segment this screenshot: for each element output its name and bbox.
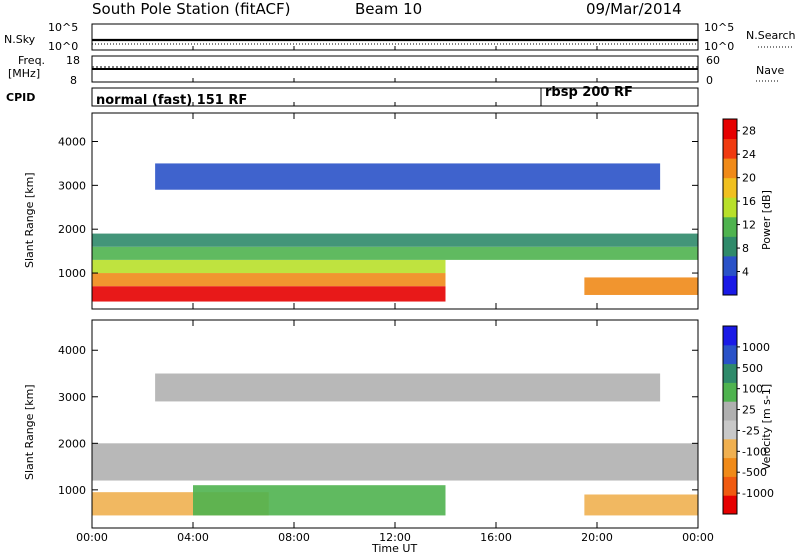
power-colorbar-label-0: 4 xyxy=(742,266,749,279)
power-band-0 xyxy=(92,286,446,302)
velocity-band-1 xyxy=(193,485,446,516)
time-tick-label-4: 16:00 xyxy=(480,531,512,544)
velocity-colorbar-label-7: -1000 xyxy=(742,487,774,500)
velocity-colorbar-swatch-6 xyxy=(723,382,737,402)
power-colorbar-swatch-1 xyxy=(723,255,737,276)
velocity-ticks: 1000 2000 3000 4000 xyxy=(58,320,699,528)
velocity-ytick-label-0: 1000 xyxy=(58,484,86,497)
velocity-band-2 xyxy=(92,443,698,481)
station-title: South Pole Station (fitACF) xyxy=(92,0,290,18)
power-band-5 xyxy=(155,163,661,190)
time-tick-label-6: 00:00 xyxy=(682,531,714,544)
velocity-ytick-label-2: 3000 xyxy=(58,391,86,404)
freq-right-tick-top: 60 xyxy=(706,54,720,67)
power-band-4 xyxy=(92,233,698,247)
velocity-colorbar-label-4: -25 xyxy=(742,424,760,437)
beam-title: Beam 10 xyxy=(355,0,422,18)
power-colorbar-swatch-4 xyxy=(723,197,737,218)
power-colorbar-swatch-5 xyxy=(723,177,737,198)
power-panel: 1000 2000 3000 4000 Slant Range [km] 4 8 12 16… xyxy=(23,112,773,310)
power-band-1 xyxy=(92,273,446,287)
freq-left-tick-bottom: 8 xyxy=(70,74,77,87)
power-colorbar-label-6: 28 xyxy=(742,125,756,138)
power-band-2 xyxy=(92,259,446,274)
time-tick-label-1: 04:00 xyxy=(177,531,209,544)
noise-sky-label: N.Sky xyxy=(4,33,36,46)
cpid-label: CPID xyxy=(6,91,35,104)
velocity-ylabel: Slant Range [km] xyxy=(23,384,36,480)
power-colorbar: 4 8 12 16 20 24 28 xyxy=(722,118,756,296)
power-ytick-label-1: 2000 xyxy=(58,223,86,236)
power-colorbar-label-1: 8 xyxy=(742,242,749,255)
time-xlabel: Time UT xyxy=(371,542,417,554)
power-ticks: 1000 2000 3000 4000 xyxy=(58,113,699,309)
freq-left-tick-top: 18 xyxy=(66,54,80,67)
power-band-3 xyxy=(92,246,698,260)
velocity-ytick-label-1: 2000 xyxy=(58,437,86,450)
velocity-colorbar-label-0: 1000 xyxy=(742,341,770,354)
velocity-marks xyxy=(92,373,698,516)
power-colorbar-label-4: 20 xyxy=(742,172,756,185)
time-tick-label-0: 00:00 xyxy=(76,531,108,544)
freq-label-1: Freq. xyxy=(18,54,45,67)
noise-right-tick-bottom: 10^0 xyxy=(704,40,734,53)
power-ytick-label-3: 4000 xyxy=(58,136,86,149)
power-band-6 xyxy=(584,277,698,295)
velocity-band-3 xyxy=(155,373,661,402)
velocity-colorbar-label-6: -500 xyxy=(742,466,767,479)
power-ylabel: Slant Range [km] xyxy=(23,172,36,268)
power-colorbar-swatch-6 xyxy=(723,158,737,179)
velocity-colorbar: 1000 500 100 25 -25 -100 -500 -1000 xyxy=(722,325,774,515)
velocity-colorbar-swatch-1 xyxy=(723,476,737,496)
freq-right-tick-bottom: 0 xyxy=(706,74,713,87)
velocity-colorbar-swatch-7 xyxy=(723,363,737,383)
noise-left-tick-top: 10^5 xyxy=(48,21,78,34)
velocity-colorbar-label-3: 25 xyxy=(742,404,756,417)
cpid-mode-1: normal (fast) 151 RF xyxy=(96,93,247,108)
velocity-colorbar-swatch-8 xyxy=(723,344,737,365)
velocity-colorbar-label-2: 100 xyxy=(742,383,763,396)
power-marks xyxy=(92,163,698,302)
power-colorbar-label: Power [dB] xyxy=(760,190,773,250)
velocity-colorbar-swatch-3 xyxy=(723,438,737,459)
power-colorbar-frame xyxy=(722,118,738,296)
velocity-ytick-label-3: 4000 xyxy=(58,344,86,357)
velocity-colorbar-frame xyxy=(722,325,738,515)
power-colorbar-label-5: 24 xyxy=(742,148,756,161)
freq-panel: Freq. [MHz] 18 8 60 0 Nave xyxy=(8,54,784,87)
cpid-mode-2: rbsp 200 RF xyxy=(545,85,633,100)
velocity-colorbar-swatch-2 xyxy=(723,457,737,477)
power-colorbar-label-2: 12 xyxy=(742,219,756,232)
velocity-colorbar-label: Velocity [m s-1] xyxy=(760,384,773,470)
freq-label-2: [MHz] xyxy=(8,67,40,80)
time-tick-label-3: 12:00 xyxy=(379,531,411,544)
velocity-colorbar-swatch-9 xyxy=(723,326,737,346)
velocity-colorbar-label-1: 500 xyxy=(742,362,763,375)
power-colorbar-swatch-0 xyxy=(723,275,737,296)
power-colorbar-label-3: 16 xyxy=(742,195,756,208)
power-ytick-label-0: 1000 xyxy=(58,267,86,280)
velocity-colorbar-swatch-4 xyxy=(723,420,737,440)
nave-label: Nave xyxy=(756,64,784,77)
velocity-band-4 xyxy=(584,494,698,516)
velocity-panel: 1000 2000 3000 4000 Slant Range [km] 1000 50… xyxy=(23,319,774,529)
time-tick-label-2: 08:00 xyxy=(278,531,310,544)
noise-panel: N.Sky 10^5 10^0 10^5 10^0 N.Search xyxy=(4,21,796,53)
cpid-panel: CPID normal (fast) 151 RF rbsp 200 RF xyxy=(6,85,699,108)
noise-search-label: N.Search xyxy=(746,29,796,42)
power-colorbar-swatch-3 xyxy=(723,216,737,237)
time-axis: 00:00 04:00 08:00 12:00 16:00 20:00 00:00 xyxy=(76,46,714,544)
time-tick-label-5: 20:00 xyxy=(581,531,613,544)
velocity-colorbar-swatch-5 xyxy=(723,401,737,421)
power-colorbar-swatch-7 xyxy=(723,138,737,159)
date-title: 09/Mar/2014 xyxy=(586,0,682,18)
velocity-colorbar-swatch-0 xyxy=(723,495,737,515)
noise-right-tick-top: 10^5 xyxy=(704,21,734,34)
power-colorbar-swatch-8 xyxy=(723,119,737,140)
velocity-colorbar-label-5: -100 xyxy=(742,445,767,458)
power-colorbar-swatch-2 xyxy=(723,236,737,257)
power-ytick-label-2: 3000 xyxy=(58,179,86,192)
noise-left-tick-bottom: 10^0 xyxy=(48,40,78,53)
